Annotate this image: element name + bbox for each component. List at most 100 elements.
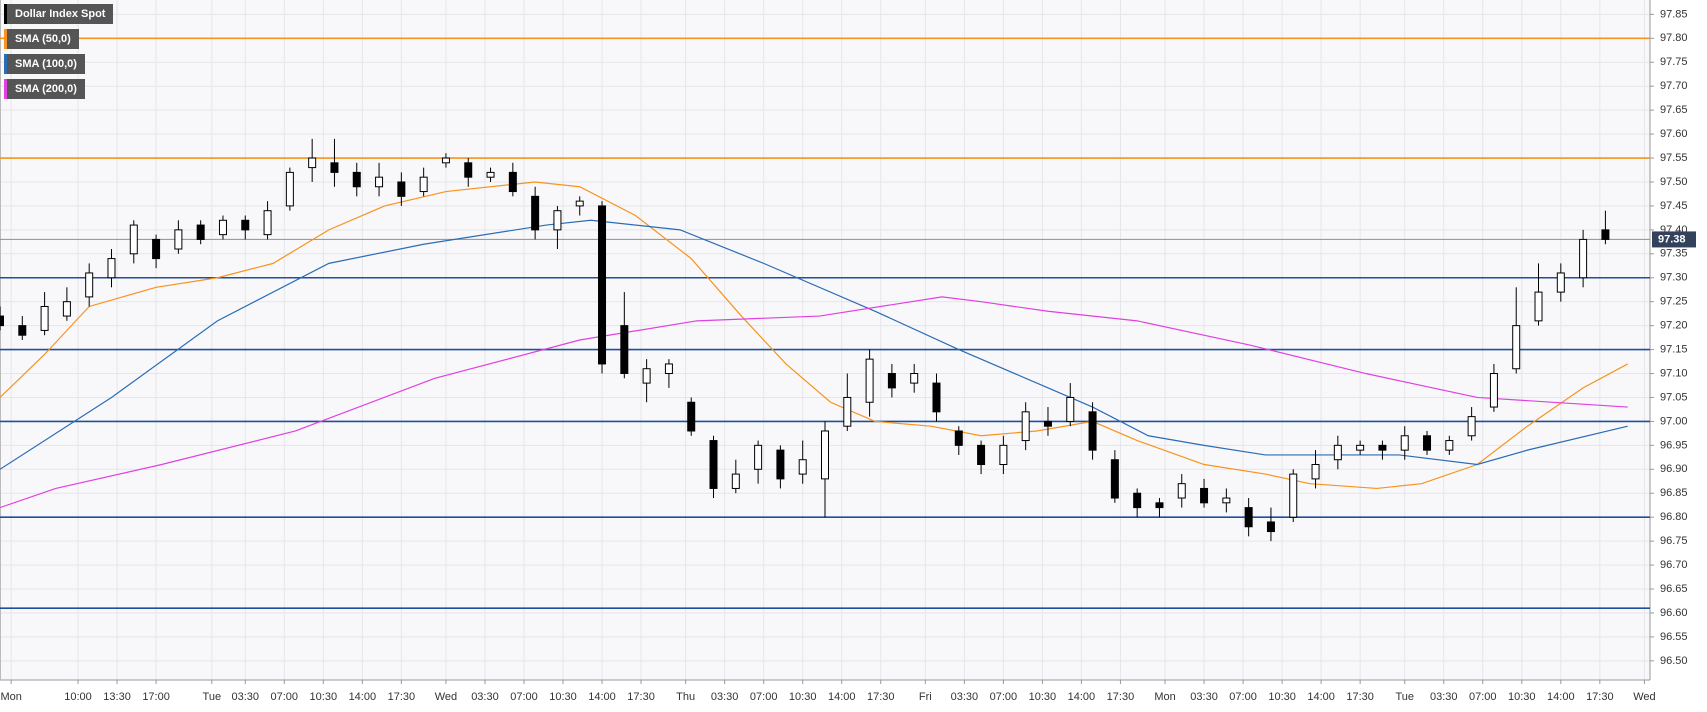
x-tick-label: 10:30 [1268, 691, 1296, 703]
x-tick-label: 17:30 [1586, 691, 1614, 703]
candle-body [977, 444, 986, 466]
candle-body [0, 315, 4, 327]
x-tick-label: 14:00 [1307, 691, 1335, 703]
legend-item: SMA (50,0) [4, 29, 79, 49]
candle-body [1512, 325, 1521, 370]
y-tick-label: 97.85 [1660, 8, 1688, 20]
x-tick-label: 10:00 [64, 691, 92, 703]
y-tick-label: 97.30 [1660, 272, 1688, 284]
candle-body [1244, 507, 1253, 528]
candle-body [1200, 487, 1209, 504]
last-price-label: 97.38 [1658, 233, 1686, 245]
candle-body [1266, 521, 1275, 533]
candle-body [375, 176, 384, 188]
candle-body [1088, 411, 1097, 451]
x-tick-label: 10:30 [310, 691, 338, 703]
y-tick-label: 97.50 [1660, 176, 1688, 188]
candle-body [575, 200, 584, 207]
candle-body [419, 176, 428, 193]
plot-background [0, 0, 1650, 680]
x-tick-label: 17:30 [1346, 691, 1374, 703]
x-tick-label: Tue [203, 691, 222, 703]
candle-body [843, 396, 852, 427]
candle-body [129, 224, 138, 255]
legend-label: SMA (50,0) [15, 33, 71, 45]
y-tick-label: 96.75 [1660, 535, 1688, 547]
x-tick-label: 14:00 [349, 691, 377, 703]
legend-label: SMA (200,0) [15, 83, 77, 95]
x-tick-label: 07:00 [1469, 691, 1497, 703]
candle-body [85, 272, 94, 298]
x-tick-label: Thu [676, 691, 695, 703]
legend-swatch [4, 4, 7, 24]
x-tick-label: 07:00 [271, 691, 299, 703]
y-tick-label: 97.55 [1660, 152, 1688, 164]
candle-body [954, 430, 963, 446]
candle-body [1400, 435, 1409, 451]
candle-body [263, 210, 272, 236]
candle-body [821, 430, 829, 480]
x-tick-label: 17:30 [867, 691, 895, 703]
candle-body [62, 301, 71, 317]
candle-body [798, 459, 807, 475]
candle-body [174, 229, 183, 250]
candle-body [1311, 464, 1320, 480]
legend-item: SMA (100,0) [4, 54, 85, 74]
last-price-tag [1652, 231, 1696, 248]
candle-body [1445, 440, 1454, 451]
legend-label: SMA (100,0) [15, 58, 77, 70]
candle-body [1222, 497, 1231, 504]
y-tick-label: 96.65 [1660, 583, 1688, 595]
x-tick-label: 07:00 [1229, 691, 1257, 703]
legend-swatch [4, 29, 7, 49]
sma-line [0, 296, 1628, 509]
y-tick-label: 97.70 [1660, 80, 1688, 92]
y-tick-label: 96.70 [1660, 559, 1688, 571]
x-tick-label: 07:00 [750, 691, 778, 703]
candle-body [196, 224, 205, 240]
candle-body [1489, 373, 1498, 408]
y-tick-label: 96.90 [1660, 463, 1688, 475]
y-tick-label: 97.60 [1660, 128, 1688, 140]
candle-body [18, 325, 27, 336]
y-tick-label: 97.05 [1660, 391, 1688, 403]
candle-body [1467, 416, 1476, 437]
candle-body [1177, 483, 1186, 499]
candle-body [397, 181, 406, 197]
x-tick-label: Mon [1154, 691, 1175, 703]
legend-swatch [4, 54, 7, 74]
candle-body [308, 157, 317, 169]
candle-body [486, 171, 495, 178]
y-tick-label: 97.35 [1660, 248, 1688, 260]
y-tick-label: 97.75 [1660, 56, 1688, 68]
candle-body [664, 363, 673, 375]
candle-body [1333, 444, 1342, 461]
candle-body [1133, 492, 1142, 509]
candle-body [1289, 473, 1298, 518]
candle-body [152, 238, 161, 260]
x-tick-label: Fri [919, 691, 932, 703]
candle-body [910, 373, 919, 384]
candle-body [1066, 396, 1075, 422]
x-tick-label: 14:00 [588, 691, 616, 703]
y-tick-label: 96.80 [1660, 511, 1688, 523]
y-tick-label: 96.60 [1660, 607, 1688, 619]
candle-body [1110, 459, 1119, 499]
candle-body [1601, 229, 1610, 240]
legend-item: Dollar Index Spot [4, 4, 114, 24]
y-tick-label: 96.55 [1660, 631, 1688, 643]
candle-body [218, 219, 227, 236]
candle-body [865, 358, 874, 403]
candle-body [285, 171, 294, 207]
candle-body [932, 382, 941, 413]
candle-body [1579, 238, 1588, 279]
x-tick-label: 14:00 [1068, 691, 1096, 703]
candle-body [1534, 291, 1543, 322]
candle-body [776, 449, 785, 480]
legend-swatch [4, 79, 7, 99]
x-tick-label: 17:30 [388, 691, 416, 703]
x-tick-label: Tue [1395, 691, 1414, 703]
candle-body [107, 258, 116, 279]
x-tick-label: 13:30 [103, 691, 131, 703]
